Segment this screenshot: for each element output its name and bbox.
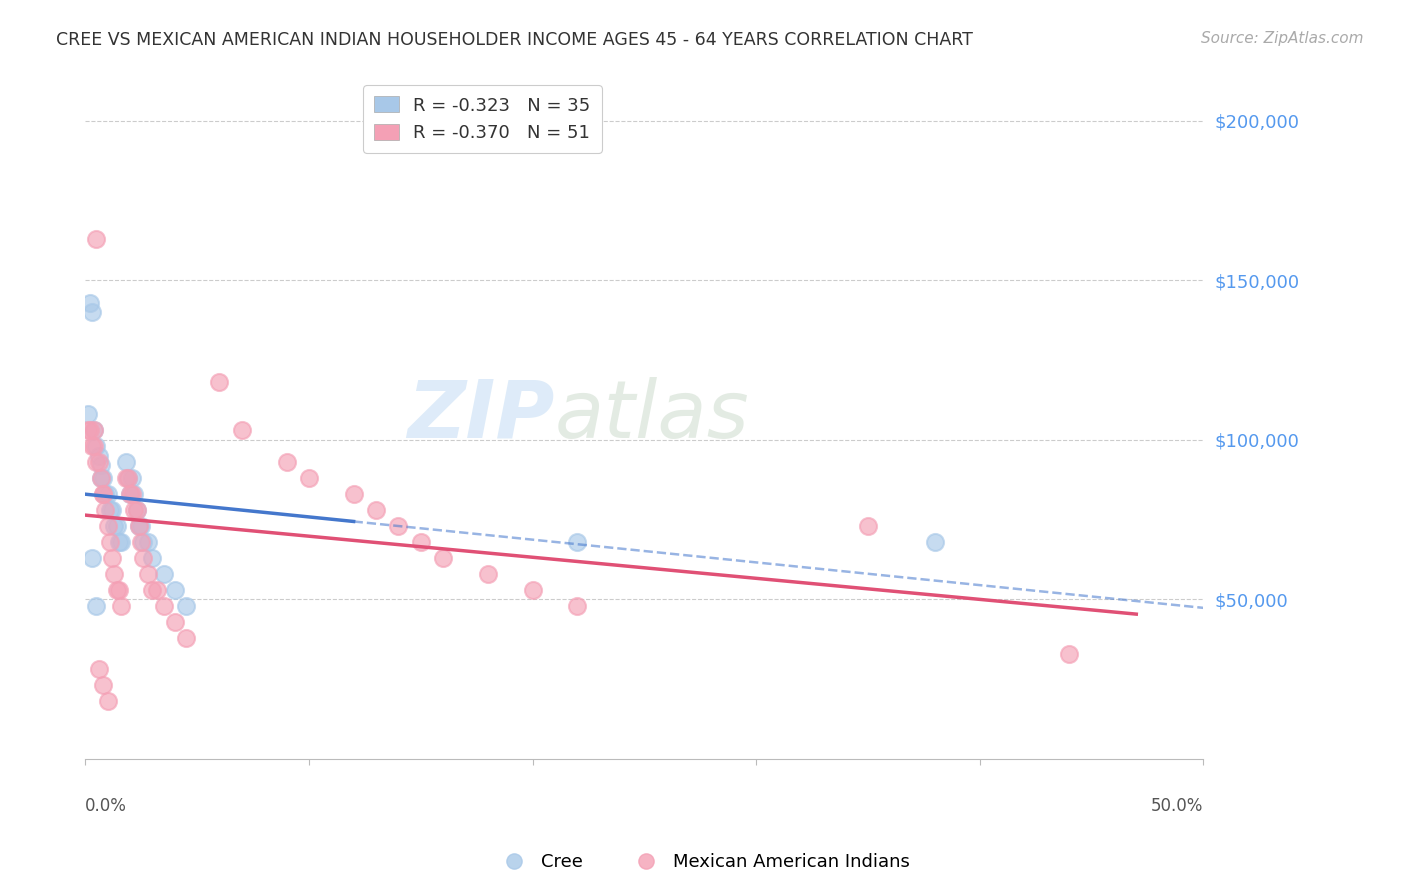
Point bbox=[79, 295, 101, 310]
Point bbox=[83, 423, 105, 437]
Point bbox=[114, 455, 136, 469]
Point bbox=[124, 487, 146, 501]
Text: CREE VS MEXICAN AMERICAN INDIAN HOUSEHOLDER INCOME AGES 45 - 64 YEARS CORRELATIO: CREE VS MEXICAN AMERICAN INDIAN HOUSEHOL… bbox=[56, 31, 973, 49]
Point bbox=[163, 582, 186, 597]
Point bbox=[90, 471, 112, 485]
Text: 50.0%: 50.0% bbox=[1152, 797, 1204, 814]
Point bbox=[83, 439, 105, 453]
Legend: Cree, Mexican American Indians: Cree, Mexican American Indians bbox=[489, 847, 917, 879]
Point bbox=[276, 455, 298, 469]
Point bbox=[97, 519, 120, 533]
Point bbox=[97, 694, 120, 708]
Point bbox=[128, 519, 150, 533]
Point bbox=[298, 471, 321, 485]
Point bbox=[121, 487, 143, 501]
Point bbox=[567, 599, 589, 613]
Y-axis label: Householder Income Ages 45 - 64 years: Householder Income Ages 45 - 64 years bbox=[0, 250, 8, 582]
Point bbox=[86, 232, 108, 246]
Point bbox=[136, 534, 159, 549]
Point bbox=[132, 534, 155, 549]
Point bbox=[208, 376, 231, 390]
Point bbox=[91, 678, 114, 692]
Text: atlas: atlas bbox=[555, 377, 749, 455]
Point bbox=[146, 582, 169, 597]
Point bbox=[91, 487, 114, 501]
Point bbox=[477, 566, 499, 581]
Point bbox=[86, 439, 108, 453]
Point bbox=[98, 534, 121, 549]
Point bbox=[103, 566, 125, 581]
Point bbox=[163, 615, 186, 629]
Point bbox=[80, 550, 103, 565]
Point bbox=[87, 663, 110, 677]
Point bbox=[174, 631, 197, 645]
Point bbox=[86, 599, 108, 613]
Point bbox=[98, 503, 121, 517]
Point bbox=[103, 519, 125, 533]
Point bbox=[125, 503, 148, 517]
Point bbox=[136, 566, 159, 581]
Point bbox=[128, 519, 150, 533]
Point bbox=[129, 519, 152, 533]
Point bbox=[108, 534, 131, 549]
Point bbox=[567, 534, 589, 549]
Point bbox=[80, 305, 103, 319]
Point bbox=[174, 599, 197, 613]
Point bbox=[87, 455, 110, 469]
Point bbox=[118, 487, 141, 501]
Point bbox=[79, 423, 101, 437]
Legend: R = -0.323   N = 35, R = -0.370   N = 51: R = -0.323 N = 35, R = -0.370 N = 51 bbox=[363, 86, 602, 153]
Point bbox=[118, 487, 141, 501]
Point bbox=[86, 455, 108, 469]
Point bbox=[152, 599, 174, 613]
Point bbox=[409, 534, 432, 549]
Point bbox=[117, 471, 139, 485]
Point bbox=[124, 503, 146, 517]
Point bbox=[76, 423, 98, 437]
Point bbox=[231, 423, 253, 437]
Point bbox=[87, 449, 110, 463]
Point bbox=[387, 519, 409, 533]
Point bbox=[105, 519, 128, 533]
Point bbox=[152, 566, 174, 581]
Point bbox=[432, 550, 454, 565]
Text: Source: ZipAtlas.com: Source: ZipAtlas.com bbox=[1201, 31, 1364, 46]
Point bbox=[91, 487, 114, 501]
Point bbox=[90, 471, 112, 485]
Point bbox=[522, 582, 544, 597]
Point bbox=[114, 471, 136, 485]
Point bbox=[110, 599, 132, 613]
Point bbox=[94, 503, 117, 517]
Point bbox=[856, 519, 879, 533]
Point bbox=[132, 550, 155, 565]
Text: 0.0%: 0.0% bbox=[86, 797, 127, 814]
Point bbox=[924, 534, 946, 549]
Point bbox=[97, 487, 120, 501]
Point bbox=[141, 582, 163, 597]
Point bbox=[364, 503, 387, 517]
Point bbox=[101, 503, 124, 517]
Point bbox=[117, 471, 139, 485]
Point bbox=[101, 550, 124, 565]
Point bbox=[83, 423, 105, 437]
Point bbox=[108, 582, 131, 597]
Point bbox=[1057, 647, 1080, 661]
Point bbox=[125, 503, 148, 517]
Point bbox=[141, 550, 163, 565]
Point bbox=[110, 534, 132, 549]
Point bbox=[94, 487, 117, 501]
Point bbox=[90, 458, 112, 473]
Point bbox=[91, 471, 114, 485]
Text: ZIP: ZIP bbox=[408, 377, 555, 455]
Point bbox=[121, 471, 143, 485]
Point bbox=[343, 487, 366, 501]
Point bbox=[80, 439, 103, 453]
Point bbox=[129, 534, 152, 549]
Point bbox=[105, 582, 128, 597]
Point bbox=[76, 407, 98, 421]
